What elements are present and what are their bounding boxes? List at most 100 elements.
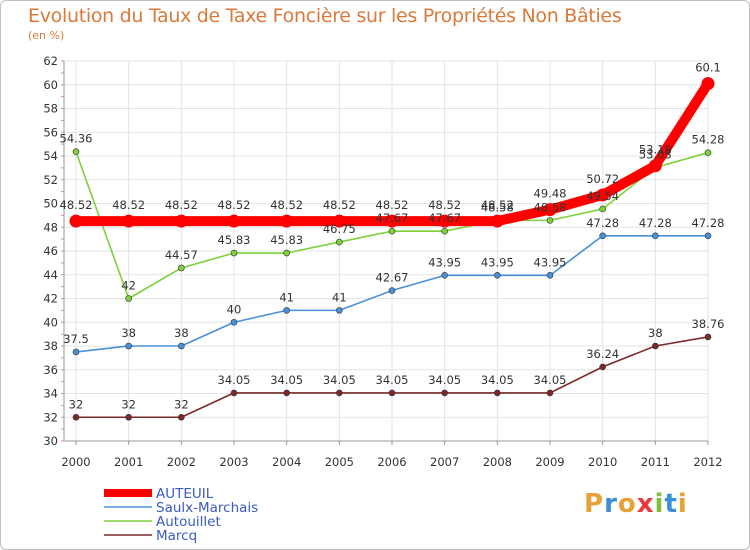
data-point: [441, 389, 448, 397]
y-tick-label: 42: [43, 292, 58, 306]
data-label: 48.52: [428, 198, 461, 212]
logo-letter: x: [636, 489, 655, 519]
data-label: 34.05: [534, 373, 567, 387]
data-label: 42: [121, 279, 136, 293]
data-point: [543, 203, 557, 217]
data-point: [652, 232, 659, 240]
x-tick-label: 2005: [325, 455, 354, 469]
x-tick-label: 2004: [272, 455, 301, 469]
data-point: [388, 227, 396, 235]
y-tick-label: 32: [43, 410, 58, 424]
data-point: [283, 389, 290, 397]
data-point: [230, 318, 238, 326]
data-point: [599, 205, 606, 213]
x-tick-label: 2009: [535, 455, 564, 469]
data-label: 41: [279, 290, 294, 304]
data-label: 54.36: [60, 132, 93, 146]
data-label: 60.1: [695, 61, 721, 75]
logo-letter: i: [654, 489, 665, 519]
data-label: 48.52: [270, 198, 303, 212]
data-point: [596, 188, 610, 202]
data-label: 48.52: [376, 198, 409, 212]
y-unit-label: (en %): [28, 29, 65, 42]
x-tick-label: 2011: [641, 455, 670, 469]
data-point: [388, 287, 396, 294]
data-label: 48.52: [165, 198, 198, 212]
logo-letter: o: [617, 489, 637, 519]
y-tick-label: 48: [43, 220, 58, 234]
y-tick-label: 36: [43, 363, 58, 377]
data-label: 38: [648, 326, 663, 340]
series-layer: [69, 77, 715, 421]
legend-label: AUTEUIL: [156, 486, 214, 502]
y-tick-label: 46: [43, 244, 58, 258]
y-tick-label: 58: [43, 102, 58, 116]
data-label: 32: [121, 397, 136, 411]
y-tick-label: 38: [43, 339, 58, 353]
data-point: [230, 249, 238, 257]
data-point: [438, 214, 452, 228]
data-point: [280, 214, 294, 228]
data-label: 38: [174, 326, 189, 340]
data-point: [178, 342, 185, 350]
data-point: [704, 333, 712, 341]
data-point: [336, 389, 343, 397]
y-tick-label: 50: [43, 197, 58, 211]
data-point: [283, 307, 290, 314]
data-point: [704, 232, 712, 240]
data-label: 48.52: [60, 198, 93, 212]
proxiti-logo: Proxiti: [584, 489, 688, 519]
x-tick-label: 2006: [377, 455, 406, 469]
data-point: [72, 413, 80, 421]
data-label: 48.52: [323, 198, 356, 212]
axes: 30 32 34 36 38 40 42 44 46 48 50 52 54 56 58 60 62 2000 20…: [43, 54, 722, 469]
data-label: 42.67: [376, 271, 409, 285]
data-label: 54.28: [692, 133, 725, 147]
legend-label: Marcq: [156, 528, 197, 544]
logo-letter: P: [584, 489, 605, 519]
logo-letter: r: [604, 489, 618, 519]
x-tick-label: 2003: [219, 455, 248, 469]
data-label: 38: [121, 326, 136, 340]
x-tick-label: 2008: [483, 455, 512, 469]
data-label: 34.05: [218, 373, 251, 387]
data-label: 47.67: [428, 211, 461, 225]
data-point: [72, 348, 80, 356]
data-label: 44.57: [165, 248, 198, 262]
y-tick-label: 54: [43, 149, 58, 163]
data-labels: 48.52 48.52 48.52 48.52 48.52 48.52 48.52 48.52…: [60, 61, 725, 412]
data-point: [652, 342, 659, 350]
data-point: [441, 227, 448, 235]
data-label: 37.5: [63, 332, 89, 346]
data-point: [701, 77, 715, 91]
data-point: [599, 232, 606, 240]
chart-title: Evolution du Taux de Taxe Foncière sur l…: [28, 5, 622, 27]
legend-label: Autouillet: [156, 514, 221, 530]
grid: [64, 60, 709, 442]
y-tick-label: 30: [43, 434, 58, 448]
data-point: [125, 295, 132, 302]
data-point: [332, 214, 346, 228]
data-label: 48.58: [534, 200, 567, 214]
data-label: 38.76: [692, 317, 725, 331]
data-point: [178, 264, 185, 272]
data-point: [227, 214, 241, 228]
data-label: 48.52: [481, 198, 514, 212]
data-label: 32: [69, 397, 84, 411]
data-label: 46.75: [323, 222, 356, 236]
data-label: 49.54: [586, 189, 619, 203]
y-tick-label: 44: [43, 268, 58, 282]
x-tick-label: 2007: [430, 455, 459, 469]
data-label: 36.24: [586, 347, 619, 361]
data-point: [494, 272, 501, 279]
logo-letter: i: [677, 489, 688, 519]
data-label: 47.28: [639, 216, 672, 230]
y-tick-label: 34: [43, 387, 58, 401]
data-label: 43.95: [428, 255, 461, 269]
data-label: 32: [174, 397, 189, 411]
data-label: 34.05: [428, 373, 461, 387]
data-point: [546, 389, 554, 397]
data-label: 45.83: [218, 233, 251, 247]
x-tick-label: 2010: [588, 455, 617, 469]
